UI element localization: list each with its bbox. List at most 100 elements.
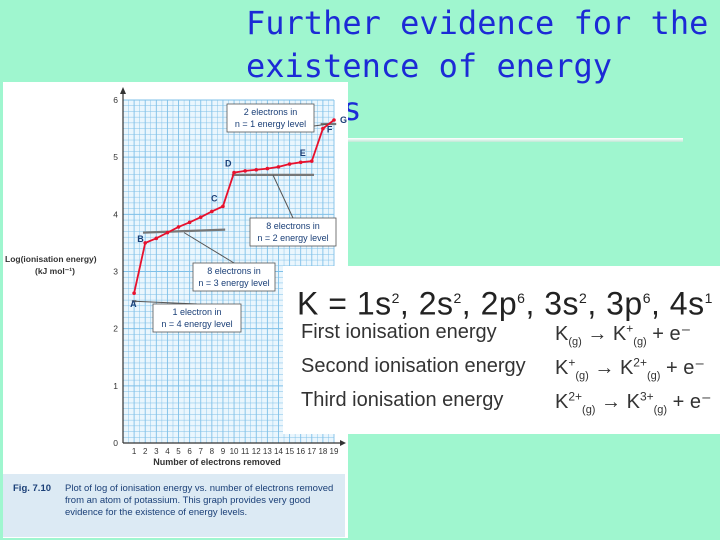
x-tick-label: 10 [230,447,239,456]
config-count: 2 [453,290,462,306]
x-tick-label: 5 [176,447,181,456]
reaction-arrow: → [581,323,613,345]
reactant-symbol: K [555,357,569,379]
x-tick-label: 2 [143,447,148,456]
product-symbol: K [619,357,634,379]
ionisation-label: First ionisation energy [301,321,497,343]
data-point [276,165,281,169]
y-tick-label: 2 [113,324,118,334]
annotation-box [249,217,337,247]
y-tick-label: 4 [113,209,118,219]
point-label: F [327,125,333,135]
x-tick-label: 9 [221,447,226,456]
product-symbol: K [612,323,627,345]
x-axis-arrow [340,440,346,446]
reactant-state: (g) [582,404,596,416]
config-orbital: 1s [356,285,392,322]
y-tick-label: 5 [113,152,118,162]
caption-text: Plot of log of ionisation energy vs. num… [65,483,334,518]
y-axis-label: Log(ionisation energy) [5,254,97,264]
x-tick-label: 6 [187,447,192,456]
data-point [221,204,225,209]
data-point [187,220,192,225]
data-point [154,236,159,241]
point-label: G [340,115,347,125]
x-tick-label: 11 [241,447,250,456]
annotation-box [192,262,276,292]
ionisation-equation: K(g) → K+(g) + e⁻ [555,321,691,348]
annotation-box [152,303,242,333]
product-state: (g) [633,336,647,348]
electron-term: + e⁻ [646,323,692,345]
x-tick-label: 1 [132,447,137,456]
config-separator: , [587,285,607,322]
annotation-line1: 1 electron in [172,307,221,317]
data-point [309,159,314,163]
data-point [132,291,136,296]
point-label: C [211,193,218,203]
annotation-leader [272,174,294,219]
reactant-symbol: K [555,391,569,413]
annotation-leader [183,232,235,264]
y-axis-arrow [120,87,126,94]
reactant-state: (g) [575,370,589,382]
x-tick-label: 16 [296,447,305,456]
annotation-line1: 8 electrons in [266,221,320,231]
config-orbital: 2s [418,285,454,322]
x-tick-label: 12 [252,447,261,456]
config-count: 2 [391,290,400,306]
data-point [287,162,292,166]
data-point [198,215,203,219]
annotation-line2: n = 1 energy level [235,119,306,129]
ionisation-label: Third ionisation energy [301,389,504,411]
config-symbol: K = [297,285,357,322]
data-point [298,160,303,165]
config-orbital: 3s [544,285,580,322]
product-charge: 3+ [639,389,654,404]
annotation-line1: 2 electrons in [244,107,298,117]
data-point [243,169,247,173]
reactant-charge: 2+ [568,389,583,404]
point-label: B [137,234,144,244]
annotation-bracket [142,228,226,234]
product-charge: 2+ [633,355,647,370]
product-state: (g) [646,370,661,382]
annotation-leader [134,300,198,305]
annotation-box [226,103,315,133]
y-tick-label: 0 [113,438,118,448]
point-label: D [225,159,232,169]
y-tick-label: 1 [113,381,118,391]
ionisation-label: Second ionisation energy [301,355,526,377]
product-state: (g) [653,404,668,416]
ionisation-equation: K+(g) → K2+(g) + e⁻ [555,355,705,382]
annotation-line2: n = 2 energy level [257,233,328,243]
x-axis-label: Number of electrons removed [153,457,281,467]
x-tick-label: 17 [307,447,316,456]
x-tick-label: 14 [274,447,283,456]
point-label: A [130,299,137,309]
annotation-line2: n = 3 energy level [198,278,269,288]
config-separator: , [399,285,419,322]
reaction-arrow: → [595,391,627,413]
product-symbol: K [626,391,640,413]
data-point [332,118,336,122]
reactant-symbol: K [555,323,569,345]
y-tick-label: 6 [113,95,118,105]
x-tick-label: 19 [330,447,339,456]
data-point [165,230,170,235]
x-tick-label: 8 [210,447,215,456]
config-separator: , [461,285,481,322]
annotation-line1: 8 electrons in [207,266,261,276]
reaction-arrow: → [588,357,620,379]
x-tick-label: 4 [165,447,170,456]
x-tick-label: 18 [318,447,327,456]
x-tick-label: 3 [154,447,159,456]
config-count: 6 [642,290,651,306]
title-underline [345,138,683,142]
config-count: 2 [579,290,588,306]
x-tick-label: 13 [263,447,272,456]
ionisation-equation: K2+(g) → K3+(g) + e⁻ [555,389,712,416]
point-label: E [300,148,306,158]
y-axis-unit: (kJ mol⁻¹) [35,266,75,276]
data-point [232,170,236,175]
